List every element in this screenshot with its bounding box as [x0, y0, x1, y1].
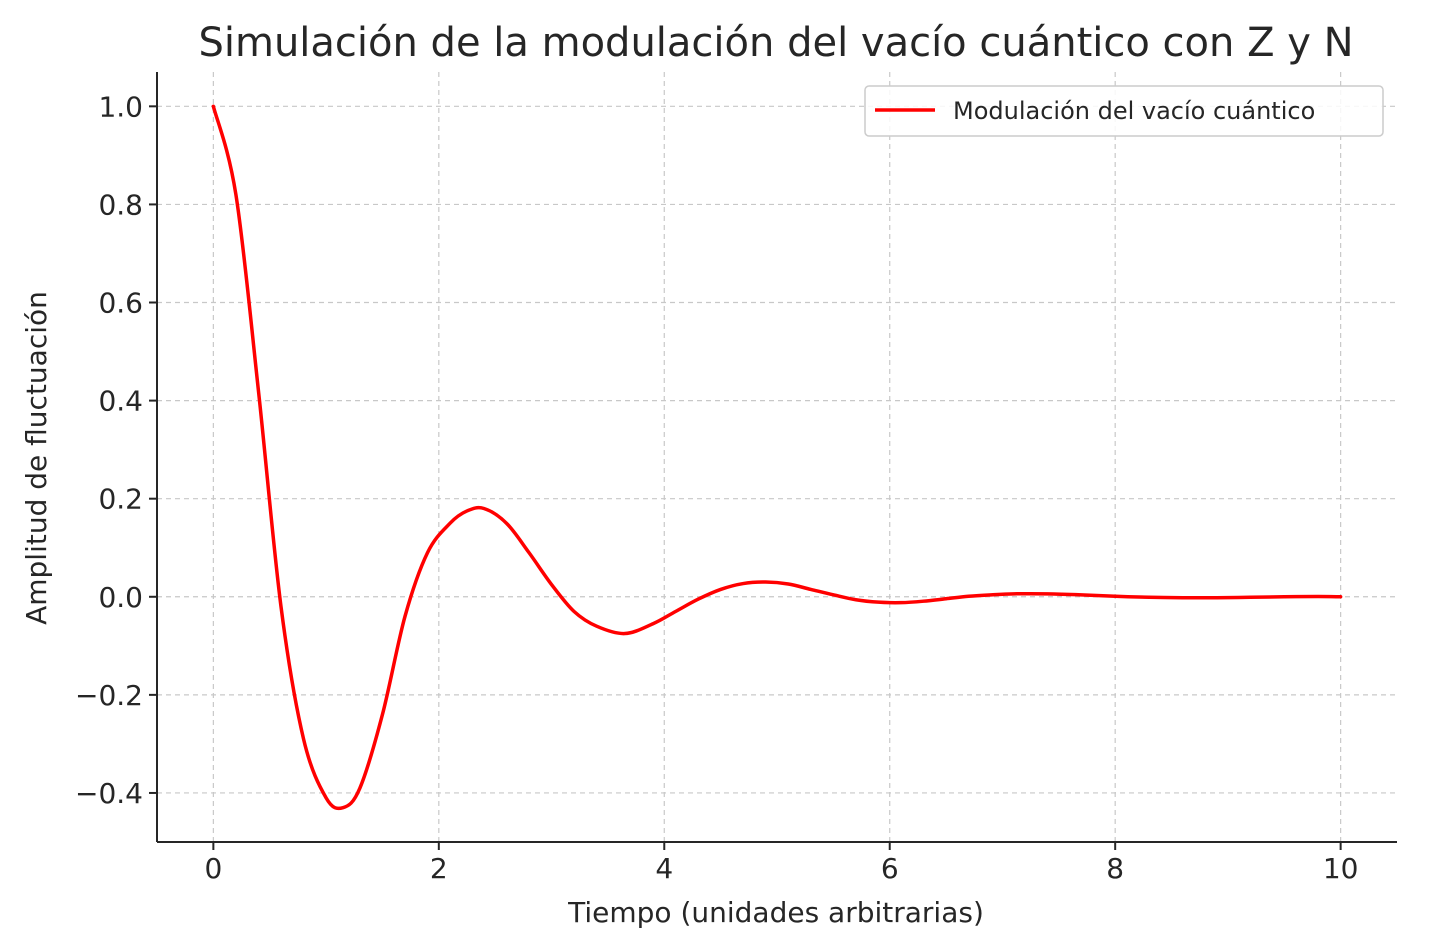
legend-box: [864, 85, 1384, 137]
y-tick-label: 0.6: [98, 287, 143, 320]
series-line: [211, 104, 1343, 811]
y-axis-label: Amplitud de fluctuación: [20, 291, 53, 625]
y-tick-label: −0.4: [75, 777, 143, 810]
series-layer: [211, 104, 1343, 811]
y-tick-label: −0.2: [75, 679, 143, 712]
x-tick-label: 10: [1323, 852, 1359, 885]
legend-label: Modulación del vacío cuántico: [953, 97, 1315, 125]
x-tick-label: 8: [1106, 852, 1124, 885]
y-tick-label: 0.2: [98, 483, 143, 516]
y-tick-label: 0.4: [98, 385, 143, 418]
x-tick-label: 2: [430, 852, 448, 885]
x-tick-label: 4: [655, 852, 673, 885]
legend: Modulación del vacío cuántico: [864, 85, 1384, 137]
y-tick-label: 1.0: [98, 90, 143, 123]
x-tick-label: 6: [881, 852, 899, 885]
grid: [157, 72, 1397, 842]
axes: 0 2 4 6 8 10 1.0 0.8 0.6 0.4 0.2 0.0 −0.2 −0.4: [75, 72, 1397, 885]
chart-title: Simulación de la modulación del vacío cu…: [198, 20, 1353, 66]
y-tick-label: 0.8: [98, 188, 143, 221]
x-tick-label: 0: [204, 852, 222, 885]
y-tick-label: 0.0: [98, 581, 143, 614]
x-axis-label: Tiempo (unidades arbitrarias): [567, 896, 984, 929]
